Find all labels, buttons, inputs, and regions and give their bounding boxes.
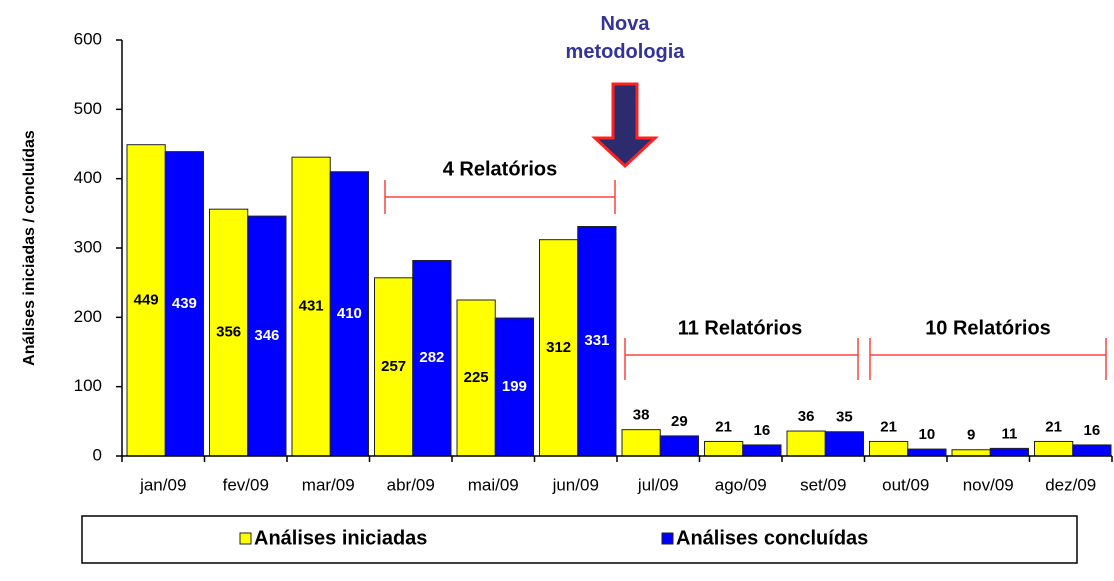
bar: [704, 440, 744, 457]
data-label: 21: [880, 418, 897, 435]
x-tick-label: out/09: [882, 475, 929, 494]
y-tick-label: 600: [74, 29, 102, 48]
y-tick-label: 300: [74, 237, 102, 256]
legend-swatch: [239, 532, 252, 545]
x-tick-label: nov/09: [963, 475, 1014, 494]
bar: [659, 435, 699, 457]
data-label: 10: [919, 426, 936, 443]
data-label: 331: [584, 332, 609, 349]
data-label: 312: [546, 339, 571, 356]
bar: [374, 277, 414, 457]
data-label: 282: [419, 349, 444, 366]
annotation: Nova metodologia: [565, 13, 685, 63]
bar: [786, 430, 826, 457]
y-tick-label: 500: [74, 99, 102, 118]
x-tick-label: dez/09: [1045, 475, 1096, 494]
data-label: 346: [254, 327, 279, 344]
bar: [456, 299, 496, 457]
y-tick-label: 400: [74, 168, 102, 187]
bar: [164, 151, 204, 457]
x-tick-label: jan/09: [139, 475, 186, 494]
data-label: 21: [1045, 418, 1062, 435]
legend-label: Análises iniciadas: [254, 527, 427, 549]
data-label: 29: [671, 413, 688, 430]
y-tick-label: 200: [74, 307, 102, 326]
data-label: 36: [798, 408, 815, 425]
legend-box: [81, 515, 1078, 564]
data-label: 16: [754, 422, 771, 439]
bar: [621, 429, 661, 457]
data-label: 439: [172, 295, 197, 312]
bar: [247, 215, 287, 457]
data-label: 9: [967, 427, 975, 444]
legend-swatch: [661, 532, 674, 545]
data-label: 225: [464, 369, 489, 386]
data-label: 449: [134, 291, 159, 308]
bar: [126, 144, 166, 457]
arrow: [591, 82, 659, 169]
data-label: 257: [381, 358, 406, 375]
brackets: [384, 180, 1107, 380]
data-label: 16: [1084, 422, 1101, 439]
data-label: 356: [216, 324, 241, 341]
bar: [989, 447, 1029, 457]
data-label: 35: [836, 409, 853, 426]
bar: [869, 440, 909, 457]
y-tick-label: 0: [93, 445, 102, 464]
annotation: 10 Relatórios: [925, 317, 1051, 339]
x-tick-label: jul/09: [637, 475, 679, 494]
x-tick-label: jun/09: [552, 475, 599, 494]
x-tick-label: mar/09: [302, 475, 355, 494]
bar: [329, 171, 369, 457]
x-tick-label: abr/09: [387, 475, 435, 494]
bar: [539, 239, 579, 457]
bar: [951, 449, 991, 457]
x-tick-label: mai/09: [468, 475, 519, 494]
data-label: 199: [502, 378, 527, 395]
bar: [577, 226, 617, 457]
bar: [412, 259, 452, 457]
x-tick-label: fev/09: [223, 475, 269, 494]
data-label: 38: [633, 407, 650, 424]
data-label: 431: [299, 298, 324, 315]
annotation: 11 Relatórios: [678, 317, 803, 339]
y-tick-label: 100: [74, 376, 102, 395]
bar: [1072, 444, 1112, 457]
y-axis-label: Análises iniciadas / concluídas: [21, 130, 38, 366]
bar: [1034, 440, 1074, 457]
data-label: 11: [1001, 425, 1017, 442]
bar: [209, 208, 249, 457]
annotation: 4 Relatórios: [443, 158, 557, 180]
data-label: 410: [337, 305, 362, 322]
bar: [824, 431, 864, 457]
x-tick-label: set/09: [800, 475, 846, 494]
bar: [907, 448, 947, 457]
bar: [742, 444, 782, 457]
legend-label: Análises concluídas: [676, 527, 868, 549]
x-tick-label: ago/09: [715, 475, 767, 494]
data-label: 21: [715, 418, 732, 435]
